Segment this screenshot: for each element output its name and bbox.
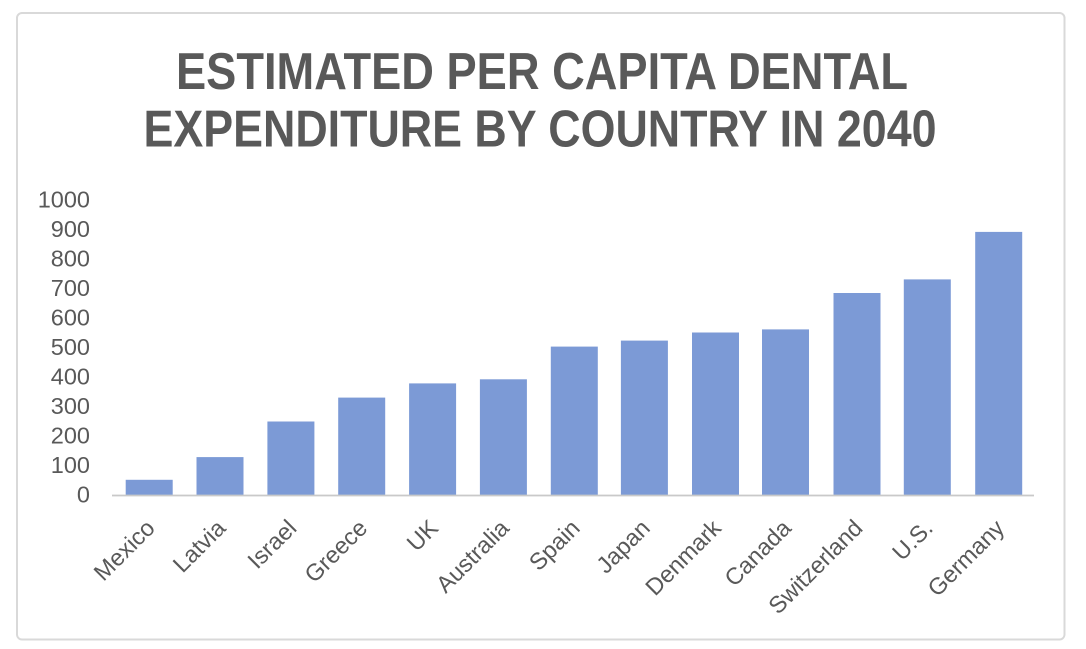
svg-text:500: 500 xyxy=(51,334,90,360)
svg-text:200: 200 xyxy=(51,423,90,449)
svg-text:700: 700 xyxy=(51,275,90,301)
svg-text:600: 600 xyxy=(51,305,90,331)
svg-text:300: 300 xyxy=(51,393,90,419)
svg-text:EXPENDITURE BY COUNTRY IN 2040: EXPENDITURE BY COUNTRY IN 2040 xyxy=(144,101,937,159)
svg-text:800: 800 xyxy=(51,246,90,272)
svg-text:0: 0 xyxy=(77,482,90,508)
svg-text:100: 100 xyxy=(51,452,90,478)
svg-text:900: 900 xyxy=(51,216,90,242)
svg-text:ESTIMATED PER CAPITA DENTAL: ESTIMATED PER CAPITA DENTAL xyxy=(176,43,908,101)
svg-text:400: 400 xyxy=(51,364,90,390)
svg-text:1000: 1000 xyxy=(38,187,90,213)
